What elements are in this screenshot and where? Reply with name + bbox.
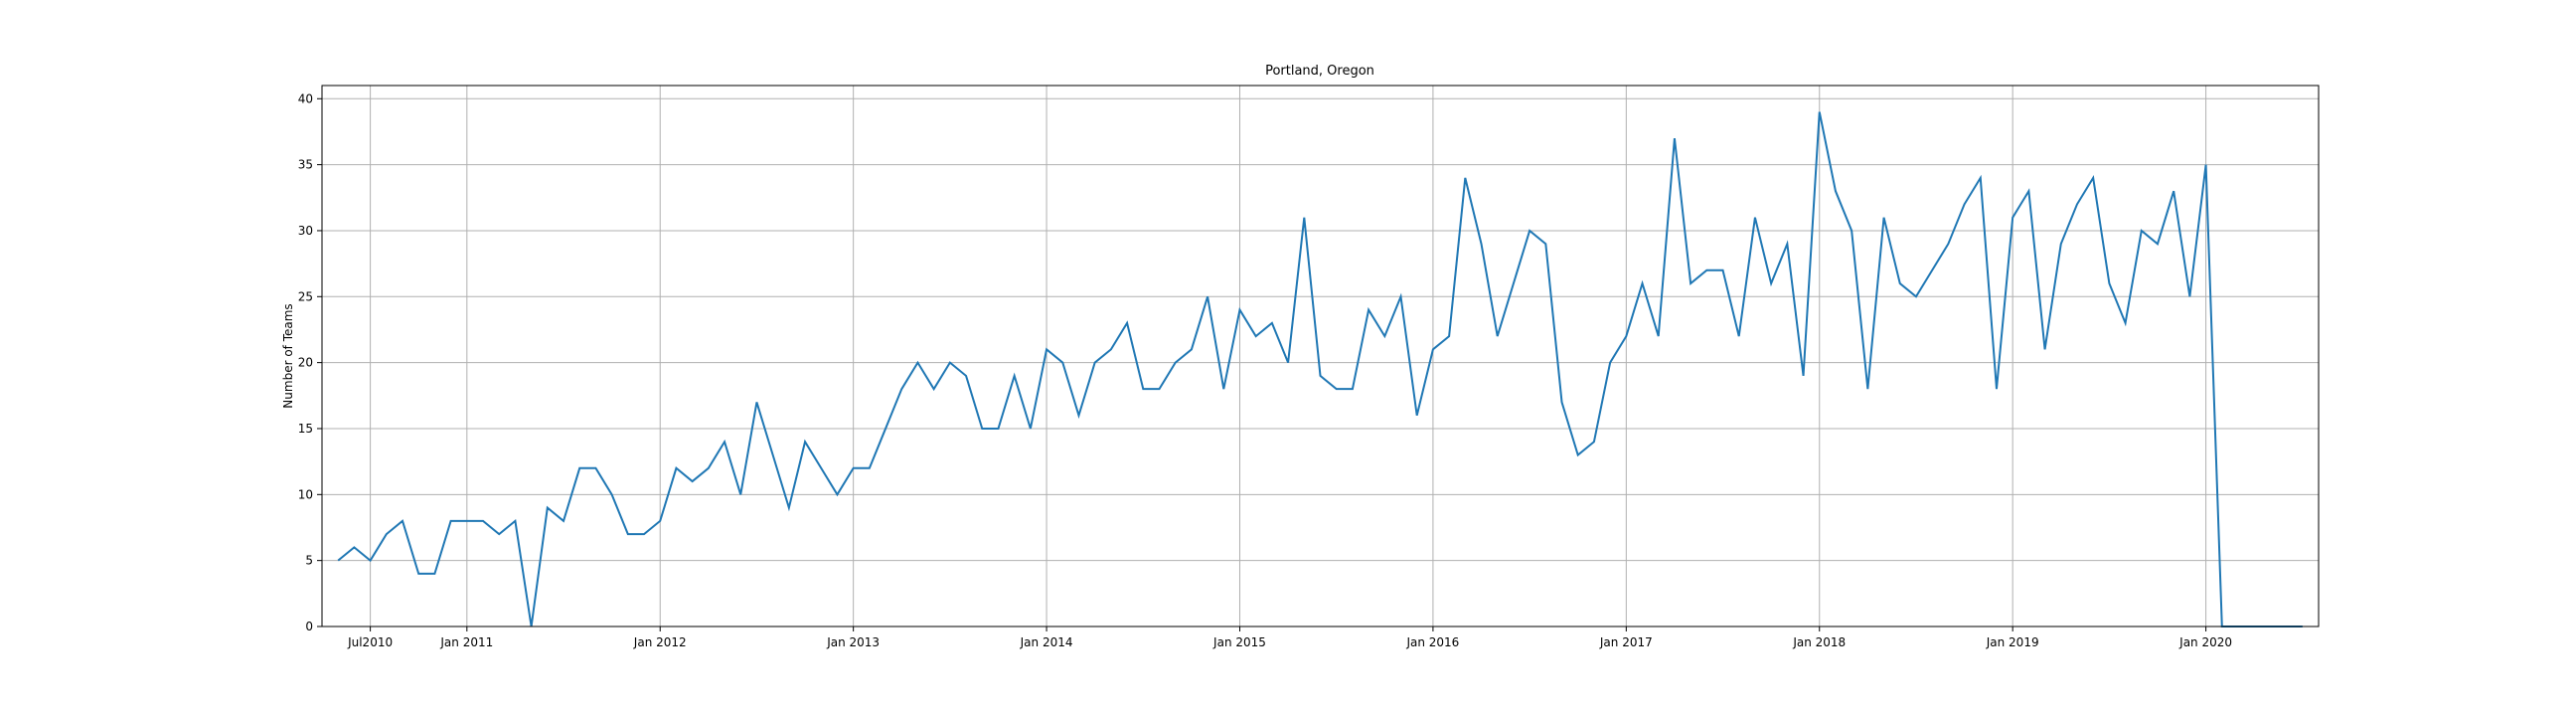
- y-tick-label: 0: [305, 620, 313, 633]
- y-tick-label: 20: [298, 356, 313, 370]
- y-axis-label: Number of Teams: [281, 303, 295, 408]
- plot-frame: [321, 85, 2320, 627]
- x-tick-label: Jan 2015: [1212, 635, 1266, 649]
- y-tick-label: 40: [298, 91, 313, 105]
- data-line: [337, 111, 2303, 627]
- y-tick-label: 10: [298, 487, 313, 501]
- x-tick-label: Jan 2012: [633, 635, 687, 649]
- y-tick-label: 25: [298, 289, 313, 303]
- x-tick-label: Jan 2013: [826, 635, 880, 649]
- x-tick-label: Jan 2014: [1020, 635, 1073, 649]
- x-tick-label: Jul2010: [347, 635, 393, 649]
- y-tick-label: 15: [298, 422, 313, 436]
- chart-title: Portland, Oregon: [1265, 64, 1374, 79]
- x-tick-label: Jan 2019: [1986, 635, 2039, 649]
- y-tick-label: 5: [305, 554, 313, 568]
- x-tick-label: Jan 2016: [1405, 635, 1459, 649]
- y-tick-label: 35: [298, 158, 313, 172]
- x-tick-label: Jan 2018: [1792, 635, 1846, 649]
- x-tick-label: Jan 2011: [439, 635, 493, 649]
- x-tick-label: Jan 2017: [1599, 635, 1653, 649]
- y-tick-label: 30: [298, 224, 313, 238]
- x-tick-label: Jan 2020: [2178, 635, 2232, 649]
